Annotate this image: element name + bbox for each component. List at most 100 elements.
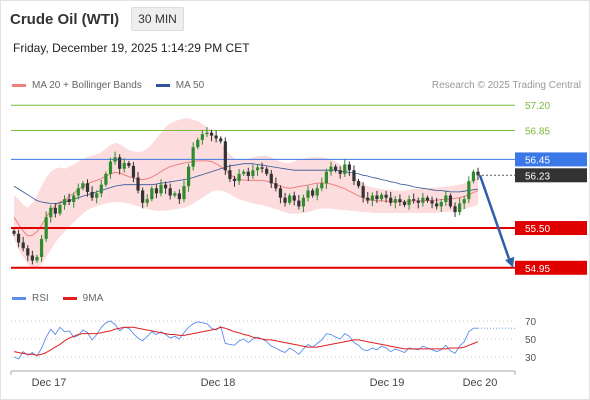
candle-body [12,230,16,234]
candle-body [209,132,214,136]
candle-body [430,200,434,204]
candle-body [122,163,126,169]
rsi-line [13,320,478,360]
legend-label-ma50: MA 50 [175,80,205,91]
candle-body [35,256,39,261]
candle-body [90,191,94,198]
candle-body [127,163,131,166]
candle-body [260,167,264,169]
legend-label-rsi: RSI [32,293,49,304]
candle-body [462,199,466,204]
candle-body [471,171,476,182]
candle-body [62,199,67,205]
instrument-title: Crude Oil (WTI) [10,10,120,28]
rsi-ma-line [13,326,479,356]
rsi-legend: RSI 9MA [12,293,117,304]
candle-body [232,178,237,182]
candle-body [288,195,292,203]
candle-body [356,181,361,187]
candle-body [136,177,140,191]
candle-body [200,134,204,140]
candle-body [16,233,21,243]
candle-body [191,147,195,167]
candle-body [444,195,448,203]
candle-body [58,204,62,214]
candle-body [458,203,462,213]
candle-body [297,200,301,207]
candle-body [85,183,90,192]
candle-body [76,188,80,196]
candle-body [301,197,306,207]
candle-body [338,170,342,174]
candle-body [177,193,181,200]
candle-body [21,242,25,249]
candle-body [237,173,241,182]
candle-body [53,207,57,214]
candle-body [108,161,113,174]
candle-body [379,194,384,200]
candle-body [412,199,416,201]
chart-header: Crude Oil (WTI) 30 MIN [10,7,184,31]
candle-body [407,199,411,205]
candle-body [366,197,370,201]
projection-arrowhead [505,256,515,268]
candle-body [150,188,154,200]
legend-item-ma50[interactable]: MA 50 [155,80,205,91]
candle-body [467,181,471,200]
level-label-4: 54.95 [525,264,550,275]
candle-body [269,173,273,184]
candle-body [186,166,191,187]
candle-body [164,184,168,189]
candle-body [274,183,278,189]
legend-item-rsi[interactable]: RSI [12,293,49,304]
candle-body [104,173,108,185]
candle-body [182,186,186,200]
candle-body [402,202,407,205]
candle-body [205,132,209,135]
candle-body [421,197,425,203]
candle-body [131,165,136,178]
candle-body [118,157,122,169]
candle-body [196,139,200,148]
level-label-1: 56.85 [525,127,550,138]
candle-body [168,188,172,196]
candle-body [306,190,310,198]
candle-body [389,197,393,203]
level-tag-3 [515,221,587,236]
candle-body [228,170,232,179]
timeframe-button[interactable]: 30 MIN [131,7,184,31]
level-label-0: 57.20 [525,101,550,112]
candle-body [292,195,296,201]
legend-label-9ma: 9MA [82,293,104,304]
ma9-swatch [62,297,77,300]
level-tag-4 [515,260,587,275]
rsi-tick-label: 70 [525,317,537,328]
candle-body [347,164,351,171]
projection-arrow [478,174,511,260]
x-tick-label: Dec 20 [463,377,498,389]
candle-body [81,183,85,189]
price-legend: MA 20 + Bollinger Bands MA 50 [12,80,218,91]
candle-body [159,184,163,194]
candle-body [219,138,223,142]
candle-body [223,141,227,171]
candle-body [315,188,319,196]
candle-body [384,194,388,198]
legend-item-ma20[interactable]: MA 20 + Bollinger Bands [12,80,142,91]
candle-body [333,166,338,171]
candle-body [416,200,420,203]
candle-body [26,248,30,256]
candle-body [425,197,430,201]
candle-body [320,183,324,189]
level-tag-2 [515,152,587,167]
candle-body [375,195,379,200]
candle-body [141,190,145,203]
legend-item-9ma[interactable]: 9MA [62,293,104,304]
candle-body [278,188,283,198]
candle-body [113,157,117,162]
x-tick-label: Dec 18 [201,377,236,389]
candle-body [398,199,402,203]
candle-body [242,171,246,174]
candle-body [329,166,333,172]
copyright-text: Research © 2025 Trading Central [431,80,581,91]
